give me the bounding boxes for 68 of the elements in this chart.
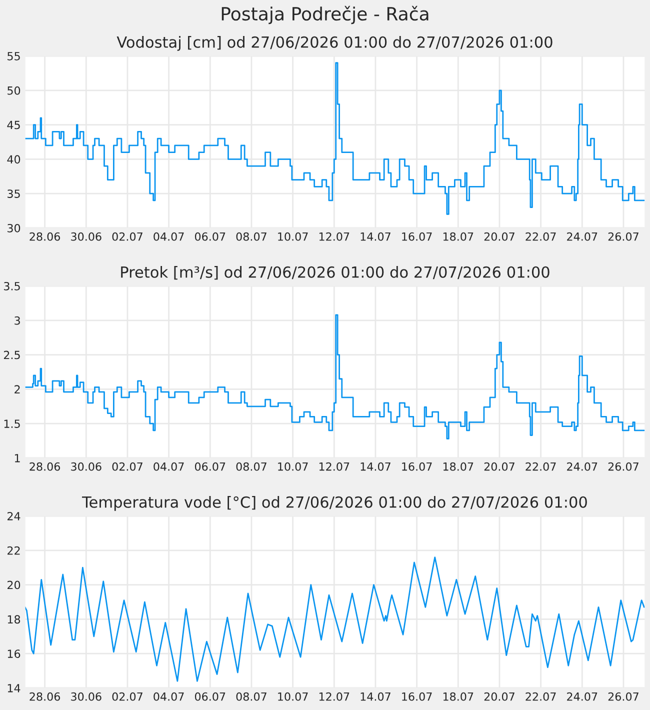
chart-subtitle: Vodostaj [cm] od 27/06/2026 01:00 do 27/07/2026 01:00 (116, 36, 552, 51)
x-tick-label: 30.06 (71, 232, 102, 241)
y-tick-label: 1 (14, 454, 20, 462)
x-tick-label: 24.07 (567, 462, 598, 471)
x-tick-label: 12.07 (319, 232, 350, 241)
x-tick-label: 04.07 (154, 462, 184, 471)
chart-title: Pretok [m³/s] od 27/06/2026 01:00 do 27/07/2026 01:00 (121, 266, 550, 280)
x-tick-label: 14.07 (360, 462, 390, 471)
x-tick-label: 28.06 (30, 232, 60, 241)
y-tick-label: 16 (8, 650, 20, 658)
x-tick-label: 18.07 (443, 232, 474, 241)
y-tick-label: 35 (8, 190, 20, 198)
chart-title: Postaja Podrečje - Rača (222, 6, 428, 24)
x-tick-label: 12.07 (319, 462, 350, 471)
y-tick-label: 1.5 (4, 420, 20, 428)
y-tick-label: 50 (8, 86, 20, 95)
x-tick-label: 30.06 (71, 692, 102, 701)
x-tick-label: 22.07 (526, 462, 556, 471)
y-tick-label: 55 (8, 52, 20, 60)
x-tick-label: 30.06 (71, 462, 102, 471)
y-tick-label: 40 (7, 155, 20, 164)
x-tick-label: 02.07 (112, 462, 142, 471)
y-tick-label: 14 (8, 684, 20, 692)
x-tick-label: 28.06 (30, 692, 60, 701)
x-tick-label: 24.07 (567, 232, 598, 241)
x-tick-label: 04.07 (154, 692, 184, 701)
x-tick-label: 12.07 (319, 692, 350, 701)
x-tick-label: 28.06 (30, 462, 60, 471)
x-tick-label: 22.07 (526, 692, 556, 701)
x-tick-label: 14.07 (360, 692, 390, 701)
x-tick-label: 24.07 (567, 692, 598, 701)
x-tick-label: 02.07 (112, 692, 142, 701)
x-tick-label: 08.07 (236, 692, 266, 701)
x-tick-label: 26.07 (608, 692, 638, 701)
y-tick-label: 22 (8, 546, 20, 555)
x-tick-label: 16.07 (402, 462, 432, 471)
x-tick-label: 10.07 (278, 462, 308, 471)
y-tick-label: 2 (14, 385, 20, 394)
x-tick-label: 18.07 (443, 692, 474, 701)
x-tick-label: 06.07 (194, 232, 226, 241)
x-tick-label: 20.07 (484, 462, 514, 471)
x-tick-label: 16.07 (402, 692, 432, 701)
line-series (25, 556, 645, 682)
x-tick-label: 14.07 (360, 232, 390, 241)
y-tick-label: 3.5 (4, 282, 20, 290)
x-tick-label: 26.07 (608, 462, 638, 471)
x-tick-label: 22.07 (526, 232, 556, 241)
y-tick-label: 20 (8, 580, 20, 590)
x-tick-label: 06.07 (194, 692, 226, 701)
x-tick-label: 10.07 (278, 232, 308, 241)
y-tick-label: 18 (8, 615, 20, 624)
chart-title: Temperatura vode [°C] od 27/06/2026 01:00 do 27/07/2026 01:00 (82, 496, 587, 511)
x-tick-label: 20.07 (484, 692, 514, 701)
x-tick-label: 08.07 (236, 232, 266, 241)
x-tick-label: 02.07 (112, 232, 142, 241)
x-tick-label: 18.07 (443, 462, 474, 471)
x-tick-label: 26.07 (608, 232, 638, 241)
y-tick-label: 3 (14, 316, 20, 325)
y-tick-label: 24 (8, 512, 20, 520)
x-tick-label: 08.07 (236, 462, 266, 471)
y-tick-label: 2.5 (4, 350, 20, 360)
y-tick-label: 45 (7, 120, 20, 130)
x-tick-label: 04.07 (154, 232, 184, 241)
x-tick-label: 16.07 (402, 232, 432, 241)
x-tick-label: 06.07 (194, 462, 226, 471)
x-tick-label: 20.07 (484, 232, 514, 241)
x-tick-label: 10.07 (278, 692, 308, 701)
y-tick-label: 30 (8, 224, 20, 232)
